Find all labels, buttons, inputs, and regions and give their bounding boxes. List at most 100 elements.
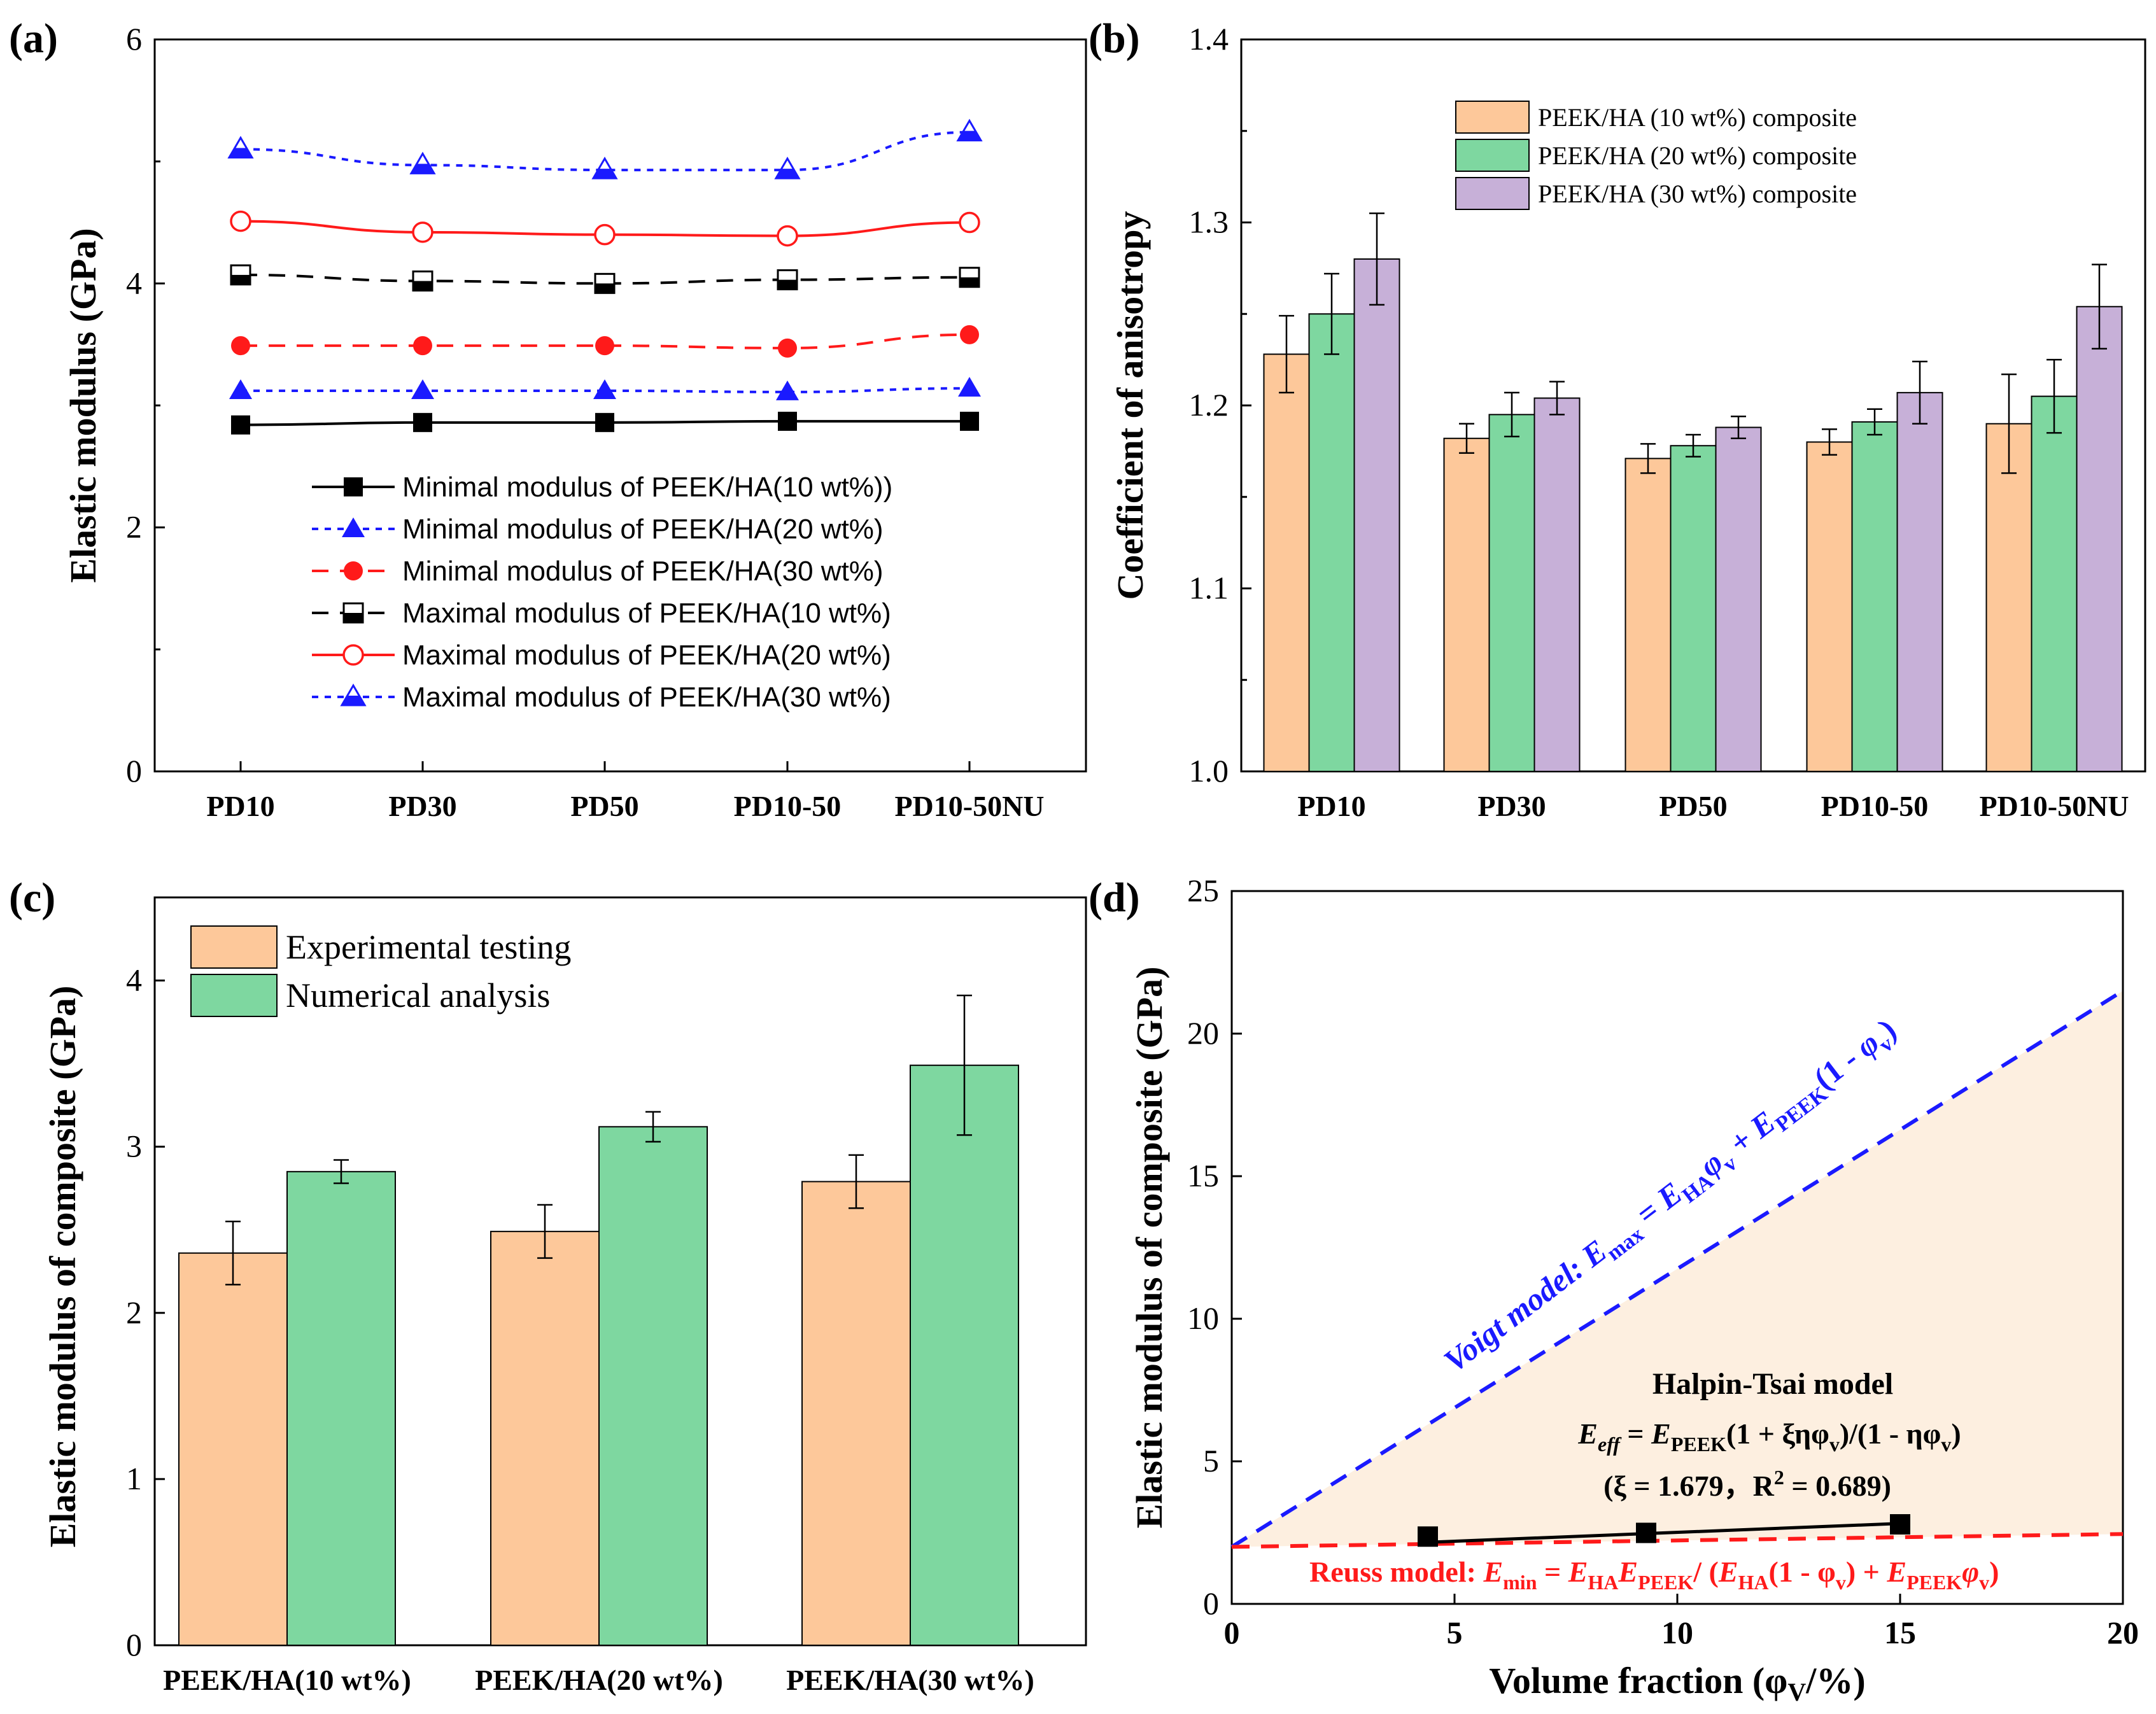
halpin-mid: )/(1 - ηφ <box>1840 1417 1941 1450</box>
panel-a-legend-marker-1 <box>342 517 365 537</box>
panel-c-y-tick-label: 1 <box>126 1461 142 1496</box>
panel-a-data-point-2 <box>778 338 797 358</box>
halpin-v1-sub: v <box>1829 1433 1840 1456</box>
reuss-div: / ( <box>1693 1556 1719 1588</box>
panel-a-data-point-2 <box>231 336 250 356</box>
panel-d-x-label-main: Volume fraction (φ <box>1489 1660 1787 1701</box>
panel-b-bars <box>1263 212 2123 772</box>
panel-a-x-tick-label: PD30 <box>388 790 456 822</box>
panel-b-x-tick-label: PD50 <box>1659 790 1727 822</box>
panel-b-x-tick-label: PD10-50NU <box>1979 790 2129 822</box>
panel-a-data-point-5-half <box>229 148 252 158</box>
panel-a-data-point-1 <box>593 379 616 399</box>
panel-b-bar <box>1715 426 1762 772</box>
panel-a-y-tick-label: 6 <box>126 21 142 57</box>
panel-c-bar <box>598 1126 708 1647</box>
reuss-prefix: Reuss model: <box>1309 1556 1483 1588</box>
panel-b-x-axis: PD10 PD30 PD50 PD10-50 PD10-50NU <box>1297 761 2129 822</box>
panel-c-bar <box>801 1181 911 1646</box>
panel-a-data-point-1 <box>958 377 981 397</box>
panel-b-bar <box>1533 397 1581 772</box>
panel-c-bar <box>490 1230 600 1647</box>
panel-a-data-point-3-half <box>595 283 614 293</box>
halpin-params-sup: 2 <box>1774 1466 1784 1489</box>
panel-c-bar <box>286 1170 396 1647</box>
panel-b-bar <box>2031 395 2078 772</box>
panel-d-bounds-fill <box>1232 990 2123 1547</box>
panel-a-data-point-3-half <box>231 274 250 284</box>
panel-a-data-point-0 <box>960 411 979 431</box>
panel-a-data-point-4 <box>594 223 616 246</box>
panel-d-x-tick-label: 0 <box>1224 1615 1240 1650</box>
reuss-mid2: ) + <box>1846 1556 1887 1588</box>
halpin-peek-sub: PEEK <box>1671 1433 1726 1456</box>
panel-a-x-tick-label: PD10 <box>206 790 274 822</box>
panel-d-x-label-sub: V <box>1787 1678 1806 1706</box>
panel-d-x-label-end: /%) <box>1805 1660 1865 1701</box>
panel-c-legend-swatch-0 <box>190 925 278 969</box>
panel-c-y-tick-label: 2 <box>126 1295 142 1330</box>
panel-a-legend-marker-5-half <box>342 696 365 705</box>
panel-a-y-tick-label: 4 <box>126 265 142 300</box>
panel-b-y-tick-label: 1.2 <box>1189 387 1229 423</box>
panel-a-x-tick-label: PD10-50 <box>734 790 842 822</box>
panel-b-legend-label-2: PEEK/HA (30 wt%) composite <box>1538 179 1857 208</box>
panel-c-legend-label-0: Experimental testing <box>286 928 571 966</box>
reuss-peek2-sub: PEEK <box>1906 1571 1962 1594</box>
reuss-peek-sub: PEEK <box>1638 1571 1693 1594</box>
panel-a-data-point-3-half <box>413 281 432 291</box>
panel-c: (c) 0 1 2 3 4 PEEK/HA(10 wt%) PEEK/HA(20 wt%)… <box>9 875 1087 1696</box>
reuss-v-sub: v <box>1836 1571 1846 1594</box>
panel-c-legend: Experimental testing Numerical analysis <box>190 925 571 1017</box>
reuss-ha2-sub: HA <box>1738 1571 1769 1594</box>
reuss-eha2: E <box>1718 1556 1738 1588</box>
panel-d-x-label: Volume fraction (φV/%) <box>1489 1660 1865 1706</box>
panel-a-series-line-1 <box>240 387 970 393</box>
panel-d-x-tick-label: 5 <box>1447 1615 1463 1650</box>
panel-a-label: (a) <box>9 15 58 62</box>
halpin-e: E <box>1577 1417 1598 1450</box>
panel-b-y-tick-label: 1.0 <box>1189 753 1229 789</box>
reuss-epeek2: E <box>1886 1556 1906 1588</box>
reuss-end: ) <box>1989 1556 1999 1588</box>
panel-c-x-axis: PEEK/HA(10 wt%) PEEK/HA(20 wt%) PEEK/HA(30… <box>163 1635 1034 1696</box>
panel-d-y-tick-label: 20 <box>1187 1015 1219 1051</box>
panel-c-label: (c) <box>9 875 55 921</box>
panel-d-y-tick-label: 0 <box>1203 1585 1219 1621</box>
panel-b-y-tick-label: 1.3 <box>1189 204 1229 240</box>
panel-c-y-axis: 0 1 2 3 4 <box>126 962 165 1662</box>
panel-b-legend-label-0: PEEK/HA (10 wt%) composite <box>1538 103 1857 132</box>
panel-d-y-axis: 0 5 10 15 20 25 <box>1187 873 1242 1621</box>
halpin-v2-sub: v <box>1941 1433 1951 1456</box>
panel-a: (a) 0 2 4 6 PD10 PD30 PD50 PD10-50 PD10-50NU Mi… <box>9 15 1087 822</box>
panel-a-series <box>227 118 983 435</box>
panel-a-data-point-5-half <box>776 169 799 179</box>
panel-c-legend-label-1: Numerical analysis <box>286 976 550 1015</box>
panel-b-label: (b) <box>1089 15 1140 62</box>
panel-c-legend-swatch-1 <box>190 974 278 1017</box>
panel-b-legend: PEEK/HA (10 wt%) composite PEEK/HA (20 wt… <box>1455 101 1857 210</box>
panel-b-bar <box>1488 414 1535 772</box>
panel-a-legend-label-5: Maximal modulus of PEEK/HA(30 wt%) <box>402 682 891 713</box>
panel-c-bar <box>178 1252 288 1647</box>
panel-d-data-point <box>1418 1526 1438 1547</box>
panel-d-y-tick-label: 25 <box>1187 873 1219 908</box>
panel-a-legend-label-1: Minimal modulus of PEEK/HA(20 wt%) <box>402 514 884 545</box>
reuss-e: E <box>1483 1556 1503 1588</box>
panel-a-data-point-0 <box>778 411 797 431</box>
panel-b-legend-swatch-0 <box>1455 101 1530 134</box>
panel-a-legend-marker-4 <box>342 644 364 666</box>
panel-b-bar <box>1263 353 1310 772</box>
panel-a-legend-marker-2 <box>344 561 363 580</box>
panel-d-y-tick-label: 10 <box>1187 1300 1219 1336</box>
panel-a-data-point-4 <box>959 211 980 234</box>
panel-b-bar <box>1806 441 1853 772</box>
halpin-params-b: = 0.689) <box>1784 1470 1891 1502</box>
panel-a-data-point-2 <box>413 336 432 356</box>
reuss-eha: E <box>1568 1556 1588 1588</box>
panel-a-data-point-1 <box>411 379 434 399</box>
panel-b-bar <box>1851 421 1898 772</box>
panel-b-legend-swatch-1 <box>1455 139 1530 172</box>
panel-a-y-label: Elastic modulus (GPa) <box>62 228 104 583</box>
